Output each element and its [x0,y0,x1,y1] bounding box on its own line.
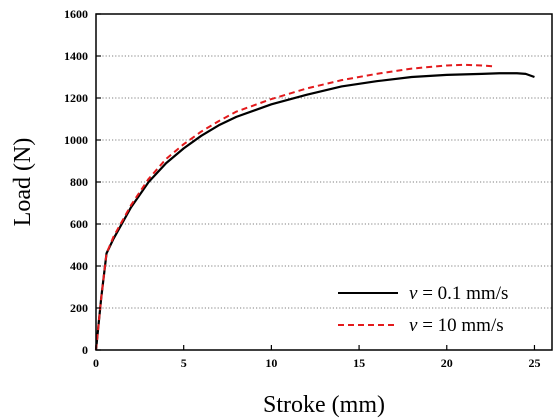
y-tick-label-400: 400 [70,259,88,273]
y-tick-label-1200: 1200 [64,91,88,105]
legend-label-v-10: v = 10 mm/s [409,315,504,336]
y-tick-label-0: 0 [82,343,88,357]
series-line-1 [95,63,496,351]
x-tick-label-5: 5 [181,356,187,370]
y-tick-label-1600: 1600 [64,7,88,21]
legend-var-0: v [409,283,418,304]
y-axis-title: Load (N) [10,138,36,227]
y-tick-label-200: 200 [70,301,88,315]
legend: v = 0.1 mm/s v = 10 mm/s [338,283,508,336]
x-tick-label-10: 10 [265,356,277,370]
legend-rest-0: = 0.1 mm/s [417,283,508,304]
y-tick-label-1400: 1400 [64,49,88,63]
y-tick-label-1000: 1000 [64,133,88,147]
series-line-0 [94,72,535,351]
x-tick-label-20: 20 [441,356,453,370]
legend-var-1: v [409,315,418,336]
y-tick-label-800: 800 [70,175,88,189]
series-layer [94,63,535,351]
legend-label-v-0.1: v = 0.1 mm/s [409,283,508,304]
legend-rest-1: = 10 mm/s [417,315,503,336]
x-tick-label-15: 15 [353,356,365,370]
y-tick-label-600: 600 [70,217,88,231]
x-tick-label-25: 25 [528,356,540,370]
axis-ticks: 0 200 400 600 800 1000 1200 1400 1600 0 5 10 15 20 25 [64,7,540,370]
gridlines [96,55,552,309]
x-axis-title: Stroke (mm) [263,392,385,418]
x-tick-label-0: 0 [93,356,99,370]
